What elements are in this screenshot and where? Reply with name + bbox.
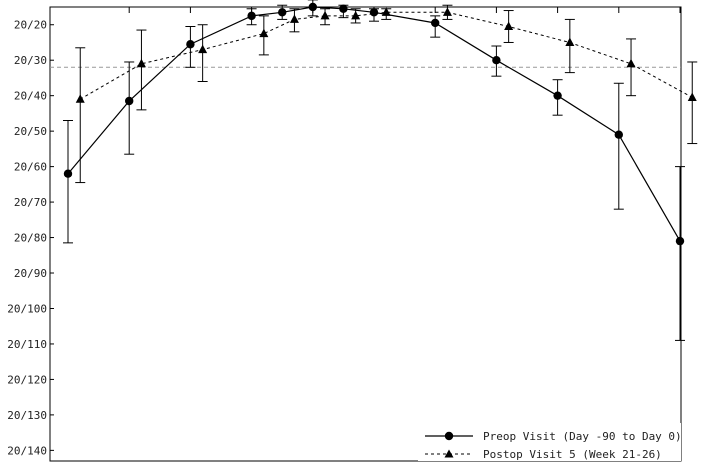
data-point-circle — [63, 169, 73, 178]
legend-marker-series-2 — [444, 449, 454, 458]
data-point-triangle — [136, 58, 146, 68]
y-tick-label: 20/120 — [7, 373, 47, 386]
data-point-triangle — [259, 28, 269, 38]
data-point-triangle — [198, 44, 208, 54]
data-point-circle — [308, 2, 317, 12]
y-axis: 20/20 20/30 20/40 20/50 20/60 20/70 20/80 20/90… — [7, 19, 54, 457]
legend-box — [418, 423, 681, 461]
data-point-triangle — [381, 7, 391, 16]
legend-marker-series-1 — [444, 431, 454, 441]
y-tick-label: 20/110 — [7, 338, 47, 351]
series-group — [63, 0, 698, 341]
data-point-circle — [125, 96, 134, 106]
legend-label-series-1: Preop Visit (Day -90 to Day 0) — [483, 430, 682, 443]
y-tick-label: 20/20 — [14, 19, 47, 32]
data-point-triangle — [320, 10, 330, 20]
data-point-triangle — [504, 21, 514, 31]
data-point-triangle — [289, 14, 299, 23]
data-point-triangle — [626, 58, 636, 68]
y-tick-label: 20/90 — [14, 267, 47, 280]
data-point-circle — [278, 8, 287, 17]
y-tick-label: 20/50 — [14, 125, 47, 138]
data-point-circle — [553, 91, 562, 100]
y-tick-label: 20/30 — [14, 54, 47, 67]
data-point-circle — [675, 236, 685, 246]
y-tick-label: 20/60 — [14, 161, 47, 174]
data-point-triangle — [687, 92, 697, 101]
data-point-circle — [431, 18, 440, 28]
data-point-triangle — [565, 37, 575, 46]
plot-frame — [49, 6, 682, 462]
y-tick-label: 20/140 — [7, 444, 47, 457]
data-point-circle — [492, 56, 501, 65]
y-tick-label: 20/80 — [14, 232, 47, 245]
data-point-triangle — [75, 94, 85, 103]
legend-label-series-2: Postop Visit 5 (Week 21-26) — [483, 448, 662, 461]
y-tick-label: 20/40 — [14, 90, 47, 103]
data-point-triangle — [351, 10, 361, 20]
data-point-circle — [614, 130, 623, 139]
data-point-circle — [369, 8, 379, 17]
data-point-circle — [339, 4, 348, 13]
data-point-circle — [247, 11, 256, 21]
legend: Preop Visit (Day -90 to Day 0) Postop Vi… — [418, 423, 682, 461]
data-point-circle — [186, 40, 195, 49]
data-point-triangle — [442, 7, 452, 16]
y-tick-label: 20/70 — [14, 196, 47, 209]
series-2 — [75, 4, 698, 184]
y-tick-label: 20/100 — [7, 302, 47, 315]
series-1 — [63, 0, 685, 341]
y-tick-label: 20/130 — [7, 409, 47, 422]
